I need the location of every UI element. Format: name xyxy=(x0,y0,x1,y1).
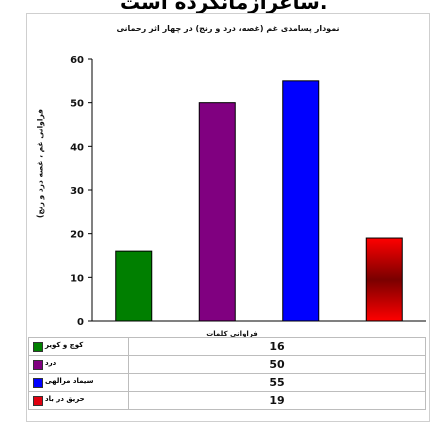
legend-swatch xyxy=(33,396,43,406)
y-tick-label: 40 xyxy=(70,142,84,153)
legend-label: حریق در باد xyxy=(45,395,85,403)
bar xyxy=(282,80,320,322)
legend-label: سیماد مرالهی xyxy=(45,377,94,385)
data-label: 19 xyxy=(128,391,426,410)
chart-title: نمودار پسامدی غم (غصه، درد و رنج) در چها… xyxy=(116,24,340,33)
y-tick-label: 10 xyxy=(70,273,84,284)
data-table: کوچ و کویر 16 درد 50 سیماد مرالهی 55 حریق در ب… xyxy=(28,337,426,410)
legend-swatch xyxy=(33,342,43,352)
legend-entry: حریق در باد xyxy=(28,391,129,410)
legend-label: درد xyxy=(45,359,57,367)
legend-entry: درد xyxy=(28,355,129,374)
chart-panel: نمودار پسامدی غم (غصه، درد و رنج) در چها… xyxy=(26,13,430,422)
legend-swatch xyxy=(33,360,43,370)
legend-entry: کوچ و کویر xyxy=(28,337,129,356)
bar xyxy=(115,250,153,322)
data-label: 50 xyxy=(128,355,426,374)
data-label: 55 xyxy=(128,373,426,392)
y-tick-label: 20 xyxy=(70,230,84,241)
y-tick-label: 30 xyxy=(70,186,84,197)
legend-label: کوچ و کویر xyxy=(45,341,84,349)
legend-swatch xyxy=(33,378,43,388)
y-tick-label: 50 xyxy=(70,99,84,110)
bar-chart-plot: 0 10 20 30 40 50 60 xyxy=(70,55,426,328)
table-row: درد 50 xyxy=(28,355,426,374)
legend-entry: سیماد مرالهی xyxy=(28,373,129,392)
table-row: کوچ و کویر 16 xyxy=(28,337,426,356)
y-tick-label: 0 xyxy=(77,317,84,328)
data-label: 16 xyxy=(128,337,426,356)
bar xyxy=(365,237,403,322)
bar xyxy=(198,102,236,322)
y-tick-label: 60 xyxy=(70,55,84,66)
table-row: سیماد مرالهی 55 xyxy=(28,373,426,392)
table-row: حریق در باد 19 xyxy=(28,391,426,410)
page-top-text: ساعرازمانکرده است. xyxy=(120,0,328,14)
x-axis-label: فراوانی کلمات xyxy=(206,330,258,338)
